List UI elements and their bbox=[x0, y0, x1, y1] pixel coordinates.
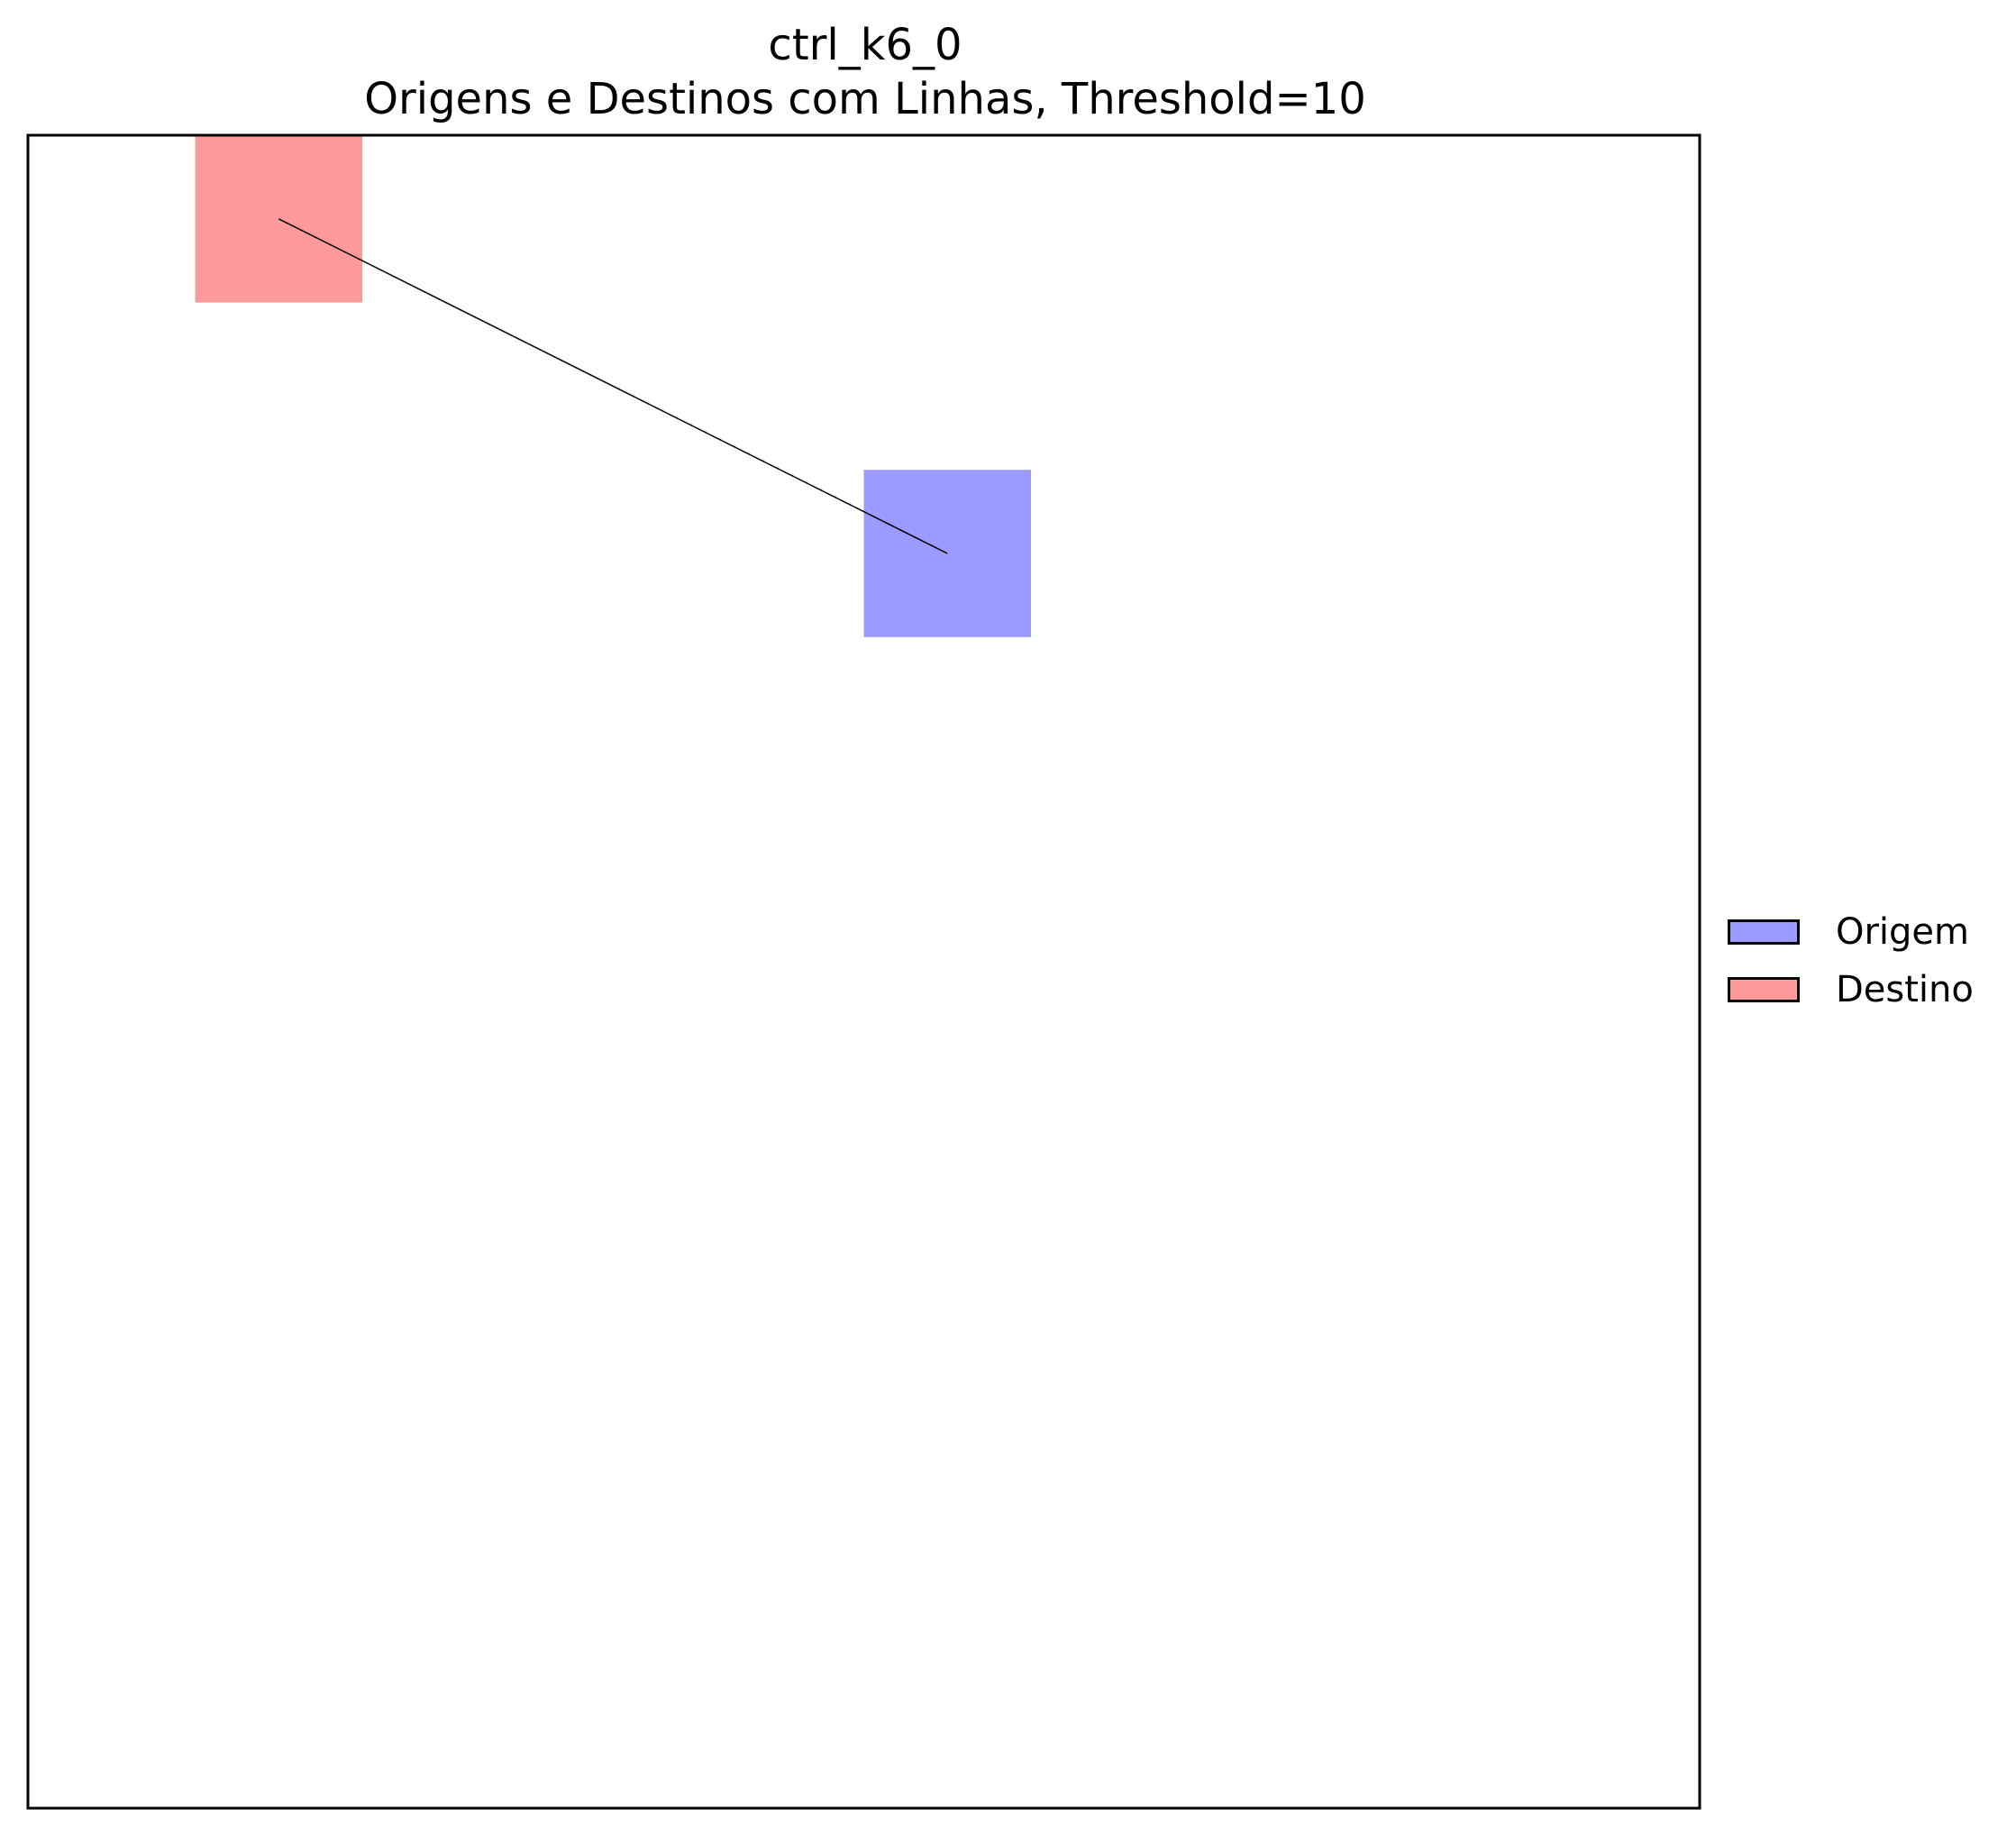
connection-line-0 bbox=[278, 218, 948, 554]
legend-swatch-destino bbox=[1728, 977, 1800, 1002]
legend-swatch-origem bbox=[1728, 919, 1800, 945]
legend-label-origem: Origem bbox=[1836, 911, 1970, 953]
legend-label-destino: Destino bbox=[1836, 969, 1974, 1010]
chart-title: ctrl_k6_0 bbox=[768, 20, 962, 70]
axes-frame bbox=[26, 133, 1701, 1810]
chart-subtitle: Origens e Destinos com Linhas, Threshold… bbox=[364, 74, 1366, 124]
